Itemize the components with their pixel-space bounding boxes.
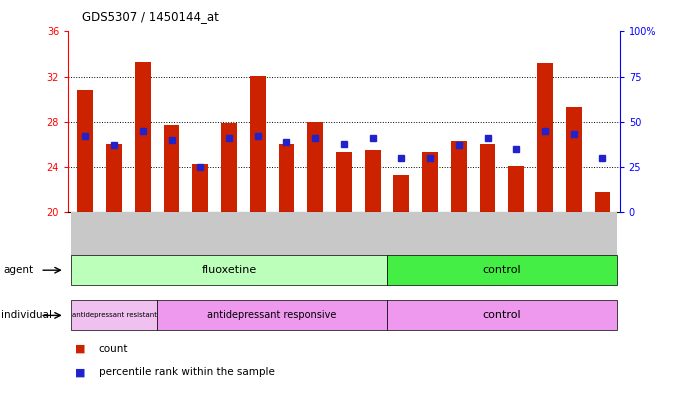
- Bar: [243, 212, 272, 273]
- Bar: [250, 75, 266, 212]
- Bar: [473, 212, 502, 273]
- Bar: [71, 255, 387, 285]
- Text: control: control: [483, 265, 521, 275]
- Bar: [566, 107, 582, 212]
- Bar: [451, 141, 466, 212]
- Text: percentile rank within the sample: percentile rank within the sample: [99, 367, 274, 377]
- Bar: [71, 300, 157, 331]
- Bar: [307, 122, 323, 212]
- Text: ■: ■: [75, 344, 85, 354]
- Bar: [71, 212, 99, 273]
- Bar: [163, 125, 179, 212]
- Bar: [106, 144, 122, 212]
- Text: GDS5307 / 1450144_at: GDS5307 / 1450144_at: [82, 10, 219, 23]
- Bar: [272, 212, 301, 273]
- Bar: [358, 212, 387, 273]
- Bar: [365, 150, 381, 212]
- Bar: [215, 212, 243, 273]
- Bar: [530, 212, 559, 273]
- Bar: [135, 62, 151, 212]
- Bar: [330, 212, 358, 273]
- Text: antidepressant responsive: antidepressant responsive: [208, 310, 337, 320]
- Text: control: control: [483, 310, 521, 320]
- Bar: [129, 212, 157, 273]
- Text: count: count: [99, 344, 128, 354]
- Bar: [387, 212, 415, 273]
- Bar: [157, 212, 186, 273]
- Bar: [394, 175, 409, 212]
- Bar: [186, 212, 215, 273]
- Bar: [588, 212, 617, 273]
- Bar: [479, 144, 496, 212]
- Bar: [157, 300, 387, 331]
- Text: antidepressant resistant: antidepressant resistant: [72, 312, 157, 318]
- Bar: [502, 212, 530, 273]
- Bar: [559, 212, 588, 273]
- Bar: [595, 192, 610, 212]
- Bar: [445, 212, 473, 273]
- Bar: [99, 212, 129, 273]
- Bar: [387, 300, 617, 331]
- Bar: [387, 255, 617, 285]
- Bar: [301, 212, 330, 273]
- Text: fluoxetine: fluoxetine: [202, 265, 257, 275]
- Text: agent: agent: [3, 265, 33, 275]
- Text: ■: ■: [75, 367, 85, 377]
- Bar: [279, 144, 294, 212]
- Bar: [537, 63, 553, 212]
- Text: individual: individual: [1, 310, 52, 320]
- Bar: [415, 212, 445, 273]
- Bar: [221, 123, 237, 212]
- Bar: [192, 163, 208, 212]
- Bar: [422, 152, 438, 212]
- Bar: [509, 166, 524, 212]
- Bar: [78, 90, 93, 212]
- Bar: [336, 152, 352, 212]
